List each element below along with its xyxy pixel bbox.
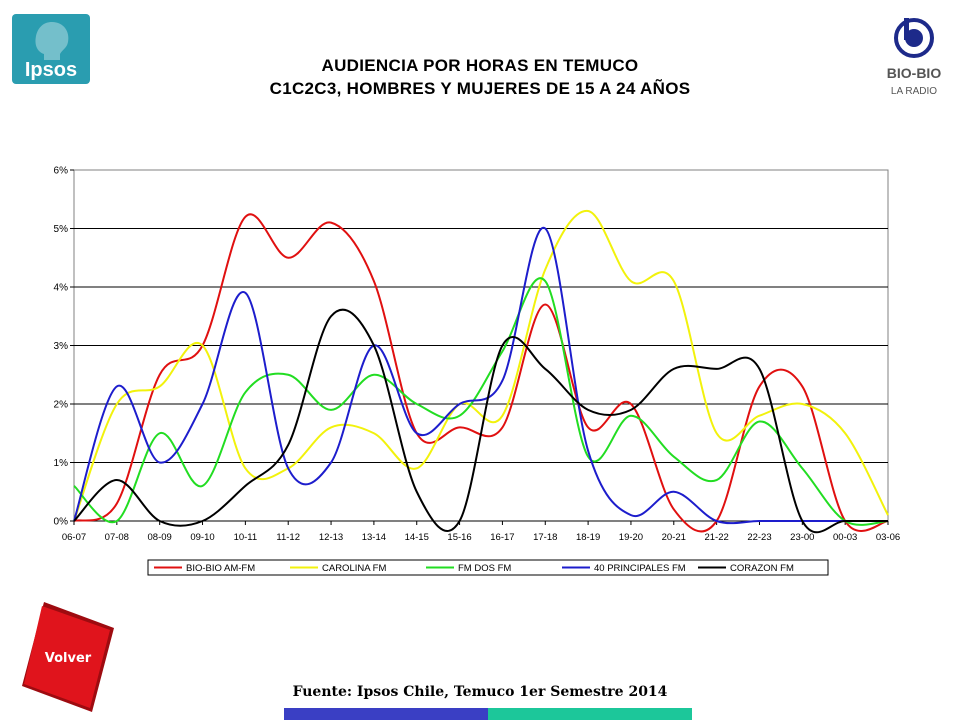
y-tick-label: 6% (54, 166, 69, 177)
title-line-2: C1C2C3, HOMBRES Y MUJERES DE 15 A 24 AÑO… (269, 79, 691, 98)
x-tick-label: 09-10 (190, 532, 214, 543)
ipsos-head-icon (35, 22, 69, 60)
volver-face (24, 606, 110, 708)
series-line-1 (73, 213, 889, 533)
ipsos-logo-text: Ipsos (25, 59, 77, 81)
x-tick-label: 13-14 (362, 532, 386, 543)
y-tick-label: 5% (54, 224, 69, 235)
x-tick-label: 23-00 (790, 532, 814, 543)
y-tick-label: 1% (54, 458, 69, 469)
series-line-5 (73, 308, 888, 534)
x-tick-label: 10-11 (234, 532, 258, 543)
x-tick-label: 03-06 (876, 532, 900, 543)
x-tick-label: 06-07 (62, 532, 86, 543)
x-tick-label: 21-22 (704, 532, 728, 543)
footer-bar-teal (488, 708, 692, 720)
legend-label: CAROLINA FM (322, 563, 386, 574)
volver-button[interactable]: Volver (22, 602, 118, 712)
biobio-logo-subtext: LA RADIO (891, 86, 937, 97)
biobio-logo-text: BIO-BIO (887, 65, 942, 81)
x-tick-label: 11-12 (276, 532, 300, 543)
legend-label: 40 PRINCIPALES FM (594, 563, 686, 574)
y-tick-label: 2% (54, 400, 69, 411)
legend-label: BIO-BIO AM-FM (186, 563, 255, 574)
biobio-ring-icon (894, 18, 934, 58)
x-tick-label: 19-20 (619, 532, 643, 543)
x-tick-label: 14-15 (405, 532, 429, 543)
volver-label: Volver (45, 651, 92, 666)
y-tick-label: 0% (54, 517, 69, 528)
page-title: AUDIENCIA POR HORAS EN TEMUCO C1C2C3, HO… (160, 54, 800, 100)
legend-box (147, 559, 829, 576)
x-tick-label: 20-21 (662, 532, 686, 543)
source-note: Fuente: Ipsos Chile, Temuco 1er Semestre… (292, 684, 668, 700)
biobio-center-icon (905, 29, 923, 47)
x-tick-label: 16-17 (490, 532, 514, 543)
footer-bar-blue (284, 708, 488, 720)
x-tick-label: 17-18 (533, 532, 557, 543)
y-tick-label: 4% (54, 283, 69, 294)
y-tick-label: 3% (54, 341, 69, 352)
x-tick-label: 22-23 (747, 532, 771, 543)
legend-label: FM DOS FM (458, 563, 511, 574)
x-tick-label: 08-09 (148, 532, 172, 543)
title-line-1: AUDIENCIA POR HORAS EN TEMUCO (321, 56, 639, 75)
series-line-4 (73, 227, 888, 525)
x-tick-label: 07-08 (105, 532, 129, 543)
biobio-logo: BIO-BIO LA RADIO (887, 18, 942, 97)
x-tick-label: 12-13 (319, 532, 343, 543)
x-tick-label: 15-16 (447, 532, 471, 543)
ipsos-logo-background (12, 14, 90, 84)
x-tick-label: 00-03 (833, 532, 857, 543)
series-line-2 (73, 209, 889, 522)
ipsos-logo: Ipsos (12, 14, 90, 84)
x-tick-label: 18-19 (576, 532, 600, 543)
legend-label: CORAZON FM (730, 563, 794, 574)
biobio-stem-icon (904, 18, 909, 40)
